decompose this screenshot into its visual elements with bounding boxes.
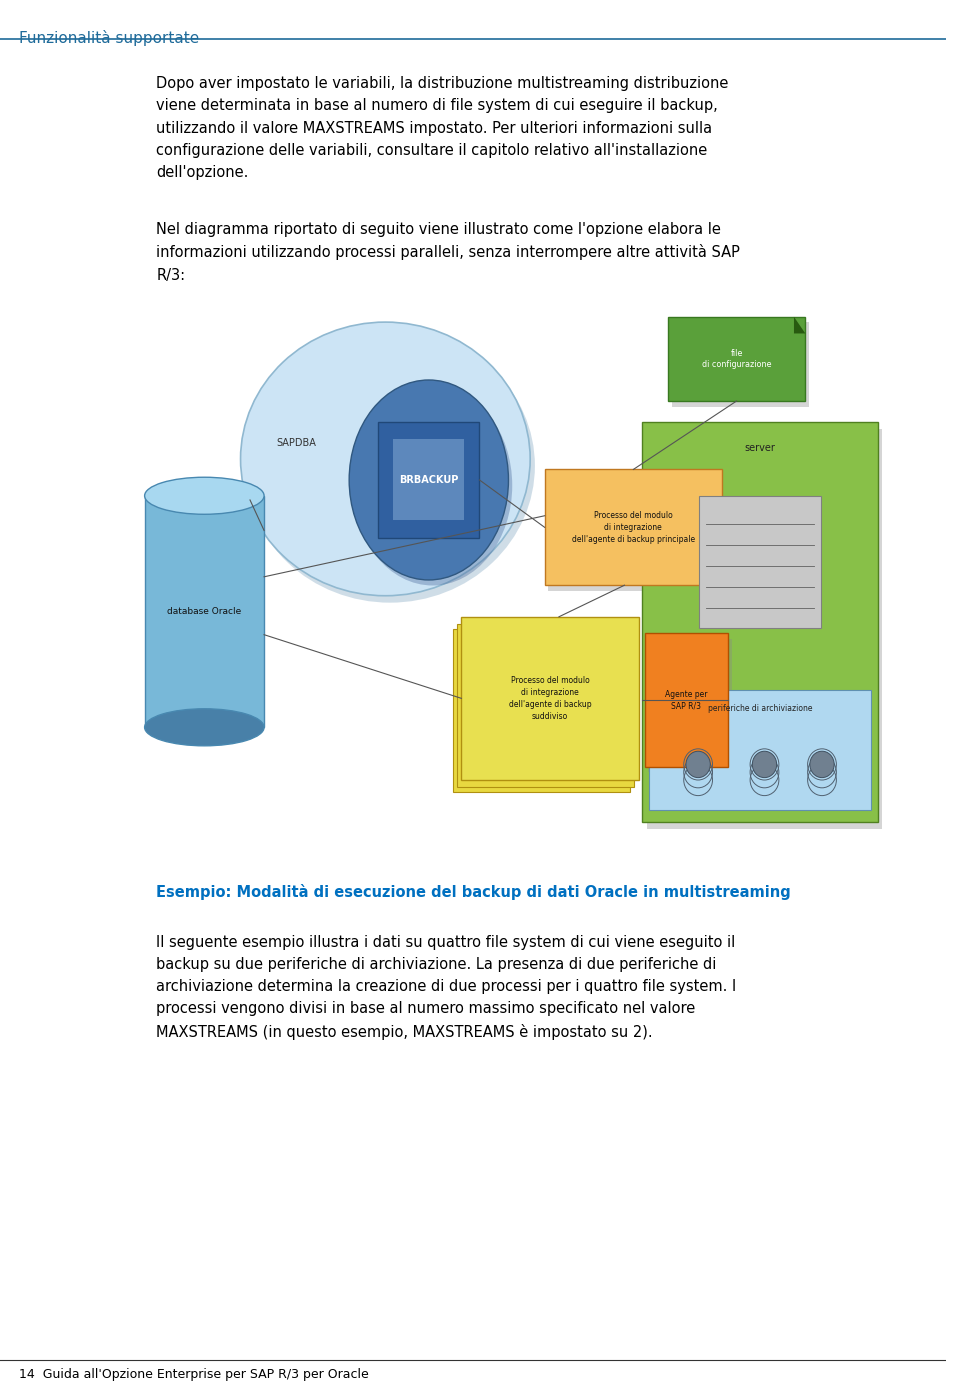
FancyBboxPatch shape bbox=[394, 439, 465, 521]
FancyBboxPatch shape bbox=[668, 317, 805, 402]
FancyBboxPatch shape bbox=[642, 422, 877, 823]
FancyBboxPatch shape bbox=[145, 496, 264, 727]
Text: Dopo aver impostato le variabili, la distribuzione multistreaming distribuzione
: Dopo aver impostato le variabili, la dis… bbox=[156, 76, 729, 180]
FancyBboxPatch shape bbox=[544, 470, 722, 586]
Ellipse shape bbox=[145, 709, 264, 745]
FancyBboxPatch shape bbox=[457, 623, 634, 787]
FancyBboxPatch shape bbox=[672, 323, 809, 407]
Text: file
di configurazione: file di configurazione bbox=[702, 349, 771, 370]
Ellipse shape bbox=[246, 330, 535, 602]
Text: periferiche di archiviazione: periferiche di archiviazione bbox=[708, 705, 812, 713]
FancyBboxPatch shape bbox=[548, 475, 726, 591]
FancyBboxPatch shape bbox=[648, 638, 732, 773]
Text: Funzionalità supportate: Funzionalità supportate bbox=[19, 30, 199, 47]
Text: BRBACKUP: BRBACKUP bbox=[399, 475, 459, 485]
Text: Agente per
SAP R/3: Agente per SAP R/3 bbox=[665, 690, 708, 711]
FancyBboxPatch shape bbox=[462, 616, 638, 780]
Text: Nel diagramma riportato di seguito viene illustrato come l'opzione elabora le
in: Nel diagramma riportato di seguito viene… bbox=[156, 222, 740, 283]
Text: SAPDBA: SAPDBA bbox=[276, 438, 317, 449]
FancyBboxPatch shape bbox=[378, 422, 479, 537]
Text: Esempio: Modalità di esecuzione del backup di dati Oracle in multistreaming: Esempio: Modalità di esecuzione del back… bbox=[156, 884, 791, 899]
Text: 14  Guida all'Opzione Enterprise per SAP R/3 per Oracle: 14 Guida all'Opzione Enterprise per SAP … bbox=[19, 1368, 369, 1381]
Polygon shape bbox=[794, 317, 805, 334]
Ellipse shape bbox=[686, 751, 710, 777]
Text: Processo del modulo
di integrazione
dell'agente di backup principale: Processo del modulo di integrazione dell… bbox=[572, 511, 695, 544]
FancyBboxPatch shape bbox=[650, 690, 871, 810]
Text: Processo del modulo
di integrazione
dell'agente di backup
suddiviso: Processo del modulo di integrazione dell… bbox=[509, 676, 591, 720]
Text: database Oracle: database Oracle bbox=[167, 607, 242, 616]
FancyBboxPatch shape bbox=[453, 629, 631, 792]
Text: Il seguente esempio illustra i dati su quattro file system di cui viene eseguito: Il seguente esempio illustra i dati su q… bbox=[156, 935, 736, 1040]
Text: server: server bbox=[745, 443, 776, 453]
Ellipse shape bbox=[145, 478, 264, 514]
Ellipse shape bbox=[810, 751, 834, 777]
FancyBboxPatch shape bbox=[644, 633, 728, 767]
FancyBboxPatch shape bbox=[647, 429, 882, 830]
Ellipse shape bbox=[349, 379, 509, 580]
Ellipse shape bbox=[353, 385, 513, 586]
FancyBboxPatch shape bbox=[699, 496, 821, 627]
Ellipse shape bbox=[241, 323, 530, 596]
Ellipse shape bbox=[753, 751, 777, 777]
